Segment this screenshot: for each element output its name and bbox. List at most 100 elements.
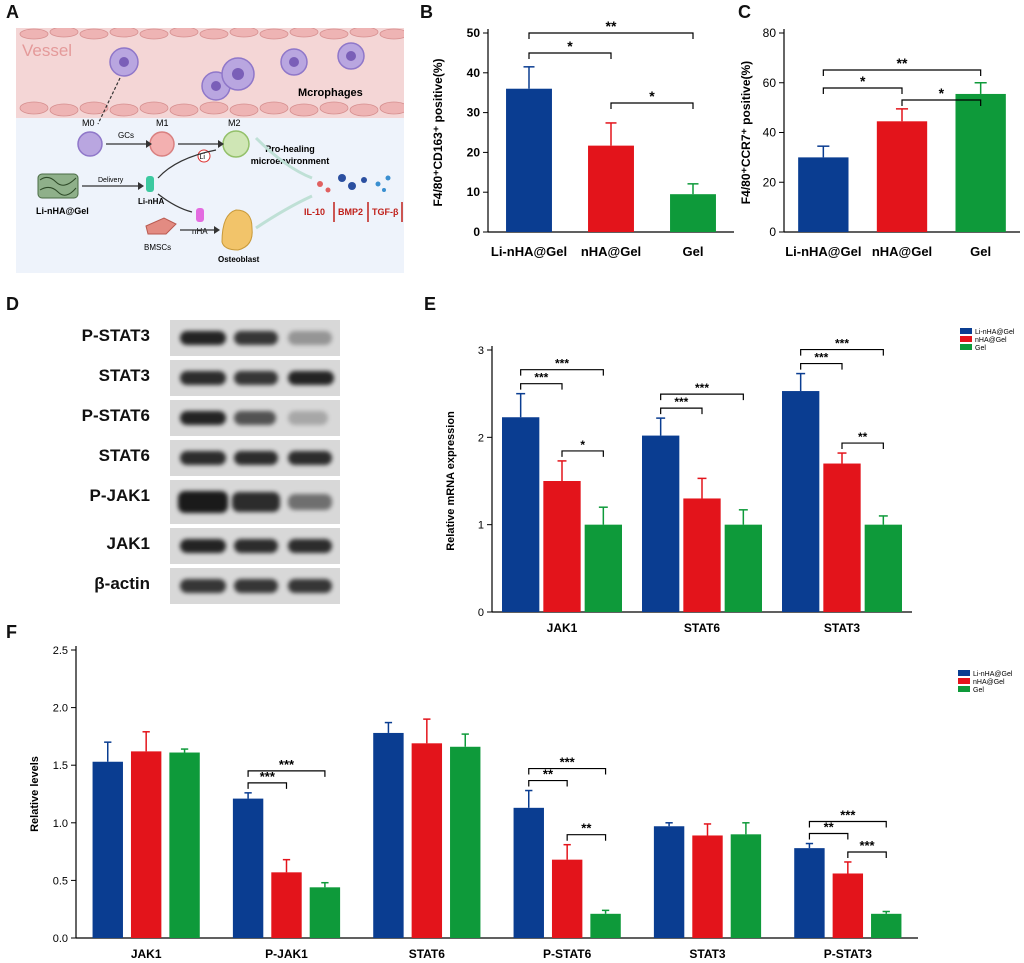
significance-bracket	[800, 362, 843, 370]
significance-label: ***	[560, 755, 576, 770]
significance-label: ***	[260, 769, 276, 784]
significance-bracket	[822, 87, 903, 94]
bar	[871, 913, 902, 938]
y-tick-label: 2.5	[53, 645, 68, 657]
bar	[670, 194, 716, 232]
x-category-label: Li-nHA@Gel	[491, 244, 567, 259]
legend-swatch	[958, 686, 970, 692]
bmsc-cell	[145, 217, 177, 235]
wb-band	[288, 539, 332, 553]
wb-strip-stat3	[170, 360, 340, 396]
m1-label: M1	[156, 118, 169, 128]
wb-strip-p-stat3	[170, 320, 340, 356]
significance-label: *	[939, 85, 945, 101]
macrophage-label: Mcrophages	[298, 87, 363, 99]
extravasation-arrow	[97, 77, 121, 125]
x-category-label: STAT6	[409, 947, 446, 961]
significance-label: **	[858, 430, 868, 444]
bar	[730, 834, 762, 938]
cytokine-bmp2: BMP2	[338, 207, 363, 217]
significance-bracket	[520, 369, 604, 376]
x-category-label: STAT6	[684, 621, 721, 632]
wb-strip-p-stat6	[170, 400, 340, 436]
panel-letter-b: B	[420, 2, 433, 22]
delivery-label: Delivery	[98, 177, 124, 184]
x-category-label: nHA@Gel	[581, 244, 641, 259]
y-tick-label: 3	[478, 345, 484, 357]
panel-letter-a: A	[6, 2, 19, 22]
li-ion-label: Li	[200, 154, 206, 161]
significance-label: ***	[840, 808, 856, 823]
wb-strip-beta-actin	[170, 568, 340, 604]
bar	[798, 157, 849, 232]
x-category-label: STAT3	[824, 621, 861, 632]
bar	[876, 121, 928, 232]
significance-label: ***	[859, 838, 875, 853]
significance-label: ***	[534, 371, 548, 385]
significance-bracket	[247, 782, 288, 789]
wb-band	[180, 371, 226, 385]
significance-bracket	[528, 779, 568, 787]
significance-label: **	[824, 820, 835, 835]
bar	[794, 848, 825, 938]
y-tick-label: 0	[769, 225, 776, 239]
significance-label: *	[649, 88, 655, 104]
x-category-label: STAT3	[689, 947, 726, 961]
m2-label: M2	[228, 118, 241, 128]
li-nha-particle	[146, 176, 154, 192]
bar	[955, 93, 1006, 232]
x-category-label: Gel	[970, 244, 991, 259]
significance-bracket	[822, 69, 982, 76]
wb-label-stat6: STAT6	[98, 446, 150, 465]
bar	[782, 391, 820, 612]
significance-label: ***	[555, 357, 569, 371]
bar	[506, 88, 552, 232]
significance-bracket	[520, 383, 563, 390]
m2-to-environment-arrow	[254, 136, 313, 180]
chart-e-relative-mrna: 0 1 2 3 Relative mRNA expression JAK1 STAT6 STA…	[445, 328, 1015, 632]
m0-cell	[77, 131, 103, 157]
x-category-label: P-STAT3	[824, 947, 873, 961]
bar	[823, 463, 861, 612]
legend-swatch	[958, 670, 970, 676]
y-tick-label: 10	[467, 185, 481, 199]
y-tick-label: 2.0	[53, 703, 68, 715]
li-nha-label: Li-nHA	[138, 197, 164, 206]
legend-label: nHA@Gel	[975, 337, 1007, 344]
cytokine-il10: IL-10	[304, 207, 325, 217]
significance-label: **	[606, 18, 617, 34]
wb-band	[180, 411, 226, 425]
significance-bracket	[808, 820, 887, 828]
li-nha-to-m2-arrow	[157, 149, 217, 179]
bar	[692, 835, 723, 938]
wb-label-stat3: STAT3	[98, 366, 150, 385]
bar	[551, 859, 583, 938]
significance-bracket	[561, 450, 604, 457]
wb-band	[232, 492, 280, 512]
bar	[232, 798, 264, 938]
wb-band	[234, 411, 276, 425]
osteoblast-cell	[221, 209, 253, 251]
significance-label: **	[543, 767, 554, 782]
cytokine-dots	[317, 174, 391, 193]
significance-label: ***	[674, 395, 688, 409]
significance-bracket	[566, 834, 607, 841]
x-category-label: JAK1	[547, 621, 578, 632]
legend-swatch	[960, 336, 972, 342]
y-tick-label: 60	[763, 76, 777, 90]
y-tick-label: 20	[763, 175, 777, 189]
gcs-label: GCs	[118, 131, 134, 140]
bar	[130, 751, 162, 938]
chart-f-relative-levels: 0.0 0.5 1.0 1.5 2.0 2.5 Relative levels JAK1 P-J…	[29, 645, 1013, 961]
y-axis-label: F4/80⁺CD163⁺ positive(%)	[431, 58, 445, 206]
significance-label: **	[897, 55, 908, 71]
y-axis-label: F4/80⁺CCR7⁺ positive(%)	[739, 61, 753, 204]
legend-label: Gel	[975, 345, 986, 352]
wb-band	[180, 331, 226, 345]
x-category-label: P-STAT6	[543, 947, 592, 961]
wb-band	[234, 451, 278, 465]
wb-label-p-jak1: P-JAK1	[89, 486, 150, 505]
vessel-label: Vessel	[22, 41, 72, 60]
bar	[724, 524, 762, 612]
significance-label: ***	[279, 757, 295, 772]
